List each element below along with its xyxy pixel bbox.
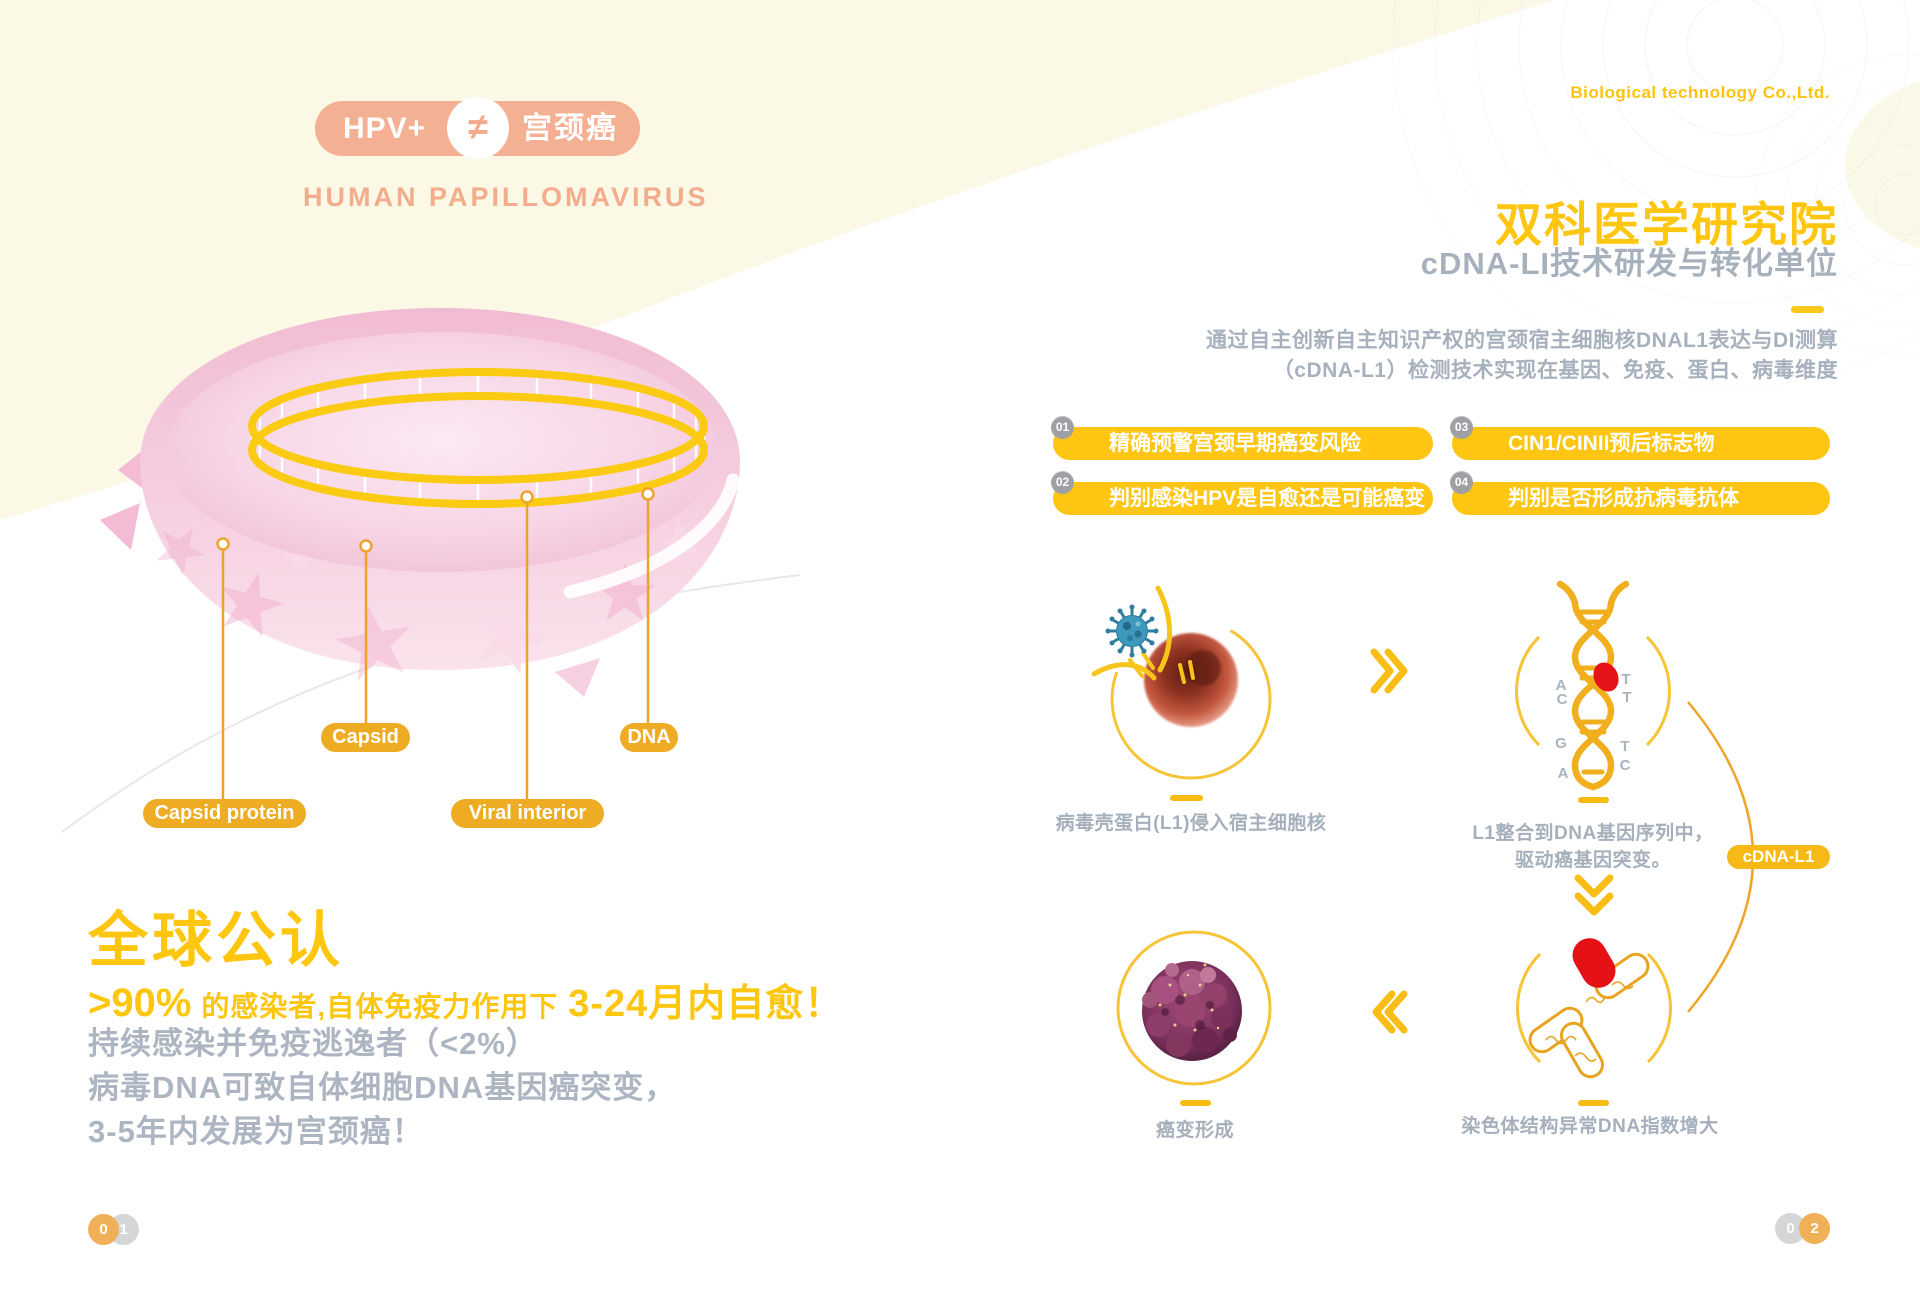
intro-line-1: 通过自主创新自主知识产权的宫颈宿主细胞核DNAL1表达与DI测算 bbox=[1205, 329, 1838, 352]
cancer-cell-icon bbox=[1142, 961, 1242, 1061]
svg-text:T: T bbox=[1621, 671, 1630, 688]
virus-full-name: HUMAN PAPILLOMAVIRUS bbox=[303, 182, 709, 212]
page-number-left-0: 0 bbox=[88, 1214, 119, 1245]
cream-edge-blob bbox=[1845, 81, 1920, 249]
subtitle-dash bbox=[1791, 306, 1824, 313]
chevron-left-icon bbox=[1372, 990, 1408, 1034]
institute-title: 双科医学研究院 bbox=[1495, 198, 1838, 251]
body-line-3: 3-5年内发展为宫颈癌！ bbox=[88, 1114, 424, 1149]
svg-text:A: A bbox=[1556, 677, 1567, 694]
step1-caption: 病毒壳蛋白(L1)侵入宿主细胞核 bbox=[1055, 813, 1327, 834]
svg-text:T: T bbox=[1622, 689, 1631, 706]
feature-pill-1: 精确预警宫颈早期癌变风险 bbox=[1053, 427, 1433, 460]
step2-dash bbox=[1578, 797, 1609, 803]
persistence-paragraph: 持续感染并免疫逃逸者（<2%） 病毒DNA可致自体细胞DNA基因癌突变， 3-5… bbox=[88, 1022, 676, 1154]
company-name: Biological technology Co.,Ltd. bbox=[1570, 83, 1830, 102]
feature-num-4: 04 bbox=[1450, 471, 1473, 494]
chevron-down-icon bbox=[1574, 874, 1614, 916]
global-consensus-heading: 全球公认 bbox=[88, 907, 344, 974]
feature-pill-2: 判别感染HPV是自愈还是可能癌变 bbox=[1053, 482, 1433, 515]
feature-num-2: 02 bbox=[1051, 471, 1074, 494]
step2-caption-line2: 驱动癌基因突变。 bbox=[1514, 850, 1671, 871]
svg-text:A: A bbox=[1558, 765, 1569, 782]
feature-pill-4: 判别是否形成抗病毒抗体 bbox=[1452, 482, 1830, 515]
stat-percvalue: >90% bbox=[88, 981, 192, 1025]
entry-streak-lines bbox=[1091, 585, 1195, 684]
chevron-right-icon bbox=[1370, 648, 1408, 694]
step4-caption: 染色体结构异常DNA指数增大 bbox=[1461, 1116, 1719, 1137]
feature-num-3: 03 bbox=[1450, 416, 1473, 439]
hpv-virus-icon bbox=[1105, 604, 1159, 658]
intro-paragraph: 通过自主创新自主知识产权的宫颈宿主细胞核DNAL1表达与DI测算 （cDNA-L… bbox=[1206, 326, 1838, 386]
feature-pill-3: CIN1/CINII预后标志物 bbox=[1452, 427, 1830, 460]
leader-lines bbox=[216, 487, 655, 799]
step3-caption: 癌变形成 bbox=[1155, 1120, 1234, 1141]
capsid-illustration bbox=[61, 308, 801, 833]
white-rim-band bbox=[563, 473, 740, 599]
feature-num-1: 01 bbox=[1051, 416, 1074, 439]
body-line-1: 持续感染并免疫逃逸者（<2%） bbox=[88, 1026, 538, 1061]
dna-helix-icon bbox=[1556, 580, 1630, 791]
step1-node bbox=[1091, 585, 1272, 801]
not-equal-icon: ≠ bbox=[447, 97, 509, 159]
body-line-2: 病毒DNA可致自体细胞DNA基因癌突变， bbox=[88, 1070, 677, 1105]
stat-line: >90% 的感染者,自体免疫力作用下 3-24月内自愈！ bbox=[88, 972, 843, 1027]
step4-node bbox=[1516, 938, 1672, 1106]
page-number-right-2: 2 bbox=[1799, 1213, 1830, 1244]
svg-text:T: T bbox=[1620, 738, 1629, 755]
stat-mid-text: 的感染者,自体免疫力作用下 bbox=[201, 991, 559, 1022]
dna-base-letters: A C G A T T T C bbox=[1555, 671, 1631, 782]
svg-text:C: C bbox=[1557, 691, 1568, 708]
mutation-blob-icon bbox=[1593, 662, 1619, 692]
hpv-badge: HPV+ ≠ 宫颈癌 bbox=[315, 97, 640, 159]
label-capsid: Capsid bbox=[321, 723, 410, 752]
label-capsid-protein: Capsid protein bbox=[143, 799, 306, 828]
step1-dash bbox=[1170, 795, 1203, 801]
step2-caption-line1: L1整合到DNA基因序列中， bbox=[1472, 823, 1714, 844]
step3-node bbox=[1116, 930, 1272, 1106]
concentric-circles-decor bbox=[1392, 0, 1920, 388]
step2-node: A C G A T T T C bbox=[1515, 580, 1671, 803]
cervical-cancer-label: 宫颈癌 bbox=[522, 112, 618, 145]
svg-text:G: G bbox=[1555, 735, 1567, 752]
cdna-l1-tag: cDNA-L1 bbox=[1727, 845, 1830, 869]
intro-line-2: （cDNA-L1）检测技术实现在基因、免疫、蛋白、病毒维度 bbox=[1272, 359, 1838, 382]
chromosome-icon bbox=[1528, 938, 1650, 1079]
dna-ring-icon bbox=[248, 368, 708, 508]
label-dna: DNA bbox=[620, 723, 678, 752]
hpv-label: HPV+ bbox=[343, 112, 427, 145]
step4-dash bbox=[1578, 1100, 1609, 1106]
svg-text:C: C bbox=[1620, 757, 1631, 774]
stat-tail-text: 3-24月内自愈！ bbox=[568, 983, 844, 1025]
institute-subtitle: cDNA-LI技术研发与转化单位 bbox=[1420, 246, 1838, 281]
label-viral-interior: Viral interior bbox=[451, 799, 604, 828]
red-arm-blob bbox=[1572, 938, 1616, 988]
step3-dash bbox=[1180, 1100, 1211, 1106]
